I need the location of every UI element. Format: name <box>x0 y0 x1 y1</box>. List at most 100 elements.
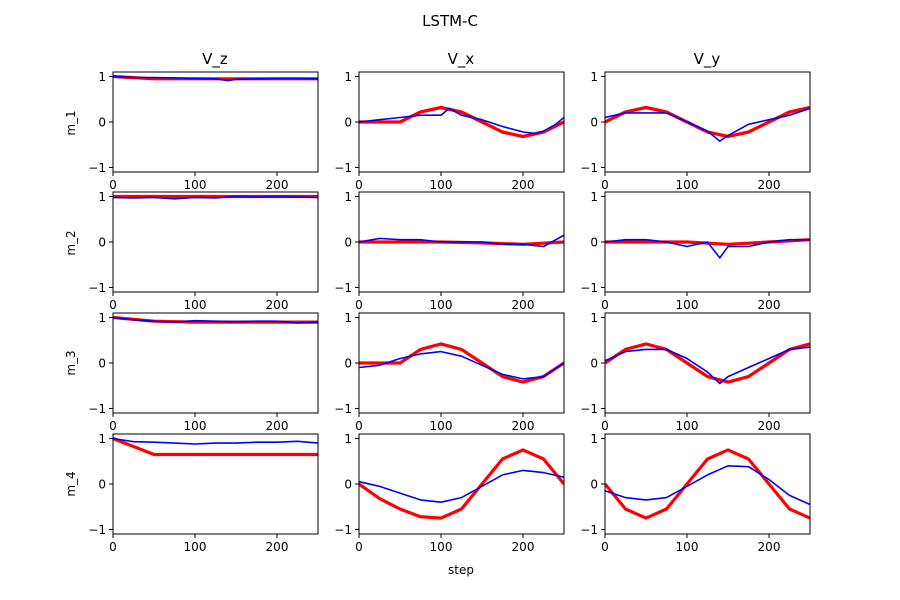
x-tick-label: 0 <box>355 419 363 433</box>
prediction-line <box>605 464 810 506</box>
x-tick-label: 0 <box>355 298 363 312</box>
column-title-vy: V_y <box>694 50 721 69</box>
y-tick-label: −1 <box>334 161 352 175</box>
x-tick-label: 200 <box>266 540 289 554</box>
x-tick-label: 0 <box>601 419 609 433</box>
row-label-m3: m_3 <box>64 350 78 375</box>
y-tick-label: 1 <box>344 70 352 84</box>
y-tick-label: 1 <box>98 311 106 325</box>
y-tick-label: 1 <box>590 432 598 446</box>
x-tick-label: 100 <box>430 540 453 554</box>
panel-m4-vy: 0 100 200−101 <box>580 432 811 554</box>
panel-m3-vy: 0 100 200−101 <box>580 311 811 433</box>
x-tick-label: 100 <box>676 178 699 192</box>
y-tick-label: 0 <box>98 236 106 250</box>
reference-line <box>359 448 564 520</box>
x-tick-label: 200 <box>512 298 535 312</box>
column-title-vz: V_z <box>202 50 228 69</box>
y-tick-label: 0 <box>590 478 598 492</box>
x-tick-label: 0 <box>109 419 117 433</box>
prediction-line <box>113 437 318 445</box>
x-tick-label: 200 <box>758 298 781 312</box>
prediction-line <box>359 234 564 248</box>
y-tick-label: −1 <box>334 281 352 295</box>
panel-m1-vx: 0 100 200−101 <box>334 70 565 192</box>
prediction-line <box>113 316 318 324</box>
x-tick-label: 200 <box>512 419 535 433</box>
panel-m3-vz: 0 100 200−101 <box>88 311 319 433</box>
prediction-line <box>359 469 564 504</box>
plot-area <box>605 434 810 534</box>
reference-line <box>113 437 318 457</box>
y-tick-label: 1 <box>98 70 106 84</box>
x-tick-label: 100 <box>676 540 699 554</box>
x-tick-label: 100 <box>676 298 699 312</box>
column-title-vx: V_x <box>448 50 475 69</box>
prediction-line <box>605 238 810 259</box>
y-tick-label: 1 <box>590 311 598 325</box>
y-tick-label: −1 <box>580 402 598 416</box>
x-tick-label: 100 <box>184 419 207 433</box>
prediction-line <box>359 107 564 135</box>
y-tick-label: 1 <box>590 190 598 204</box>
panel-m3-vx: 0 100 200−101 <box>334 311 565 433</box>
y-tick-label: −1 <box>88 161 106 175</box>
x-tick-label: 100 <box>184 540 207 554</box>
panel-m2-vy: 0 100 200−101 <box>580 190 811 312</box>
row-label-m4: m_4 <box>64 471 78 496</box>
y-tick-label: 1 <box>98 190 106 204</box>
y-tick-label: −1 <box>580 281 598 295</box>
x-axis-title: step <box>448 563 474 577</box>
x-tick-label: 100 <box>184 178 207 192</box>
x-tick-label: 100 <box>430 178 453 192</box>
x-tick-label: 0 <box>601 298 609 312</box>
y-tick-label: −1 <box>88 402 106 416</box>
x-tick-label: 0 <box>109 540 117 554</box>
figure-title: LSTM-C <box>422 12 478 30</box>
prediction-line <box>605 346 810 385</box>
x-tick-label: 200 <box>512 178 535 192</box>
y-tick-label: 0 <box>344 357 352 371</box>
x-tick-label: 200 <box>512 540 535 554</box>
y-tick-label: 1 <box>98 432 106 446</box>
plot-area <box>113 313 318 413</box>
x-tick-label: 100 <box>184 298 207 312</box>
reference-line <box>605 448 810 520</box>
plot-area <box>113 72 318 172</box>
y-tick-label: −1 <box>580 161 598 175</box>
y-tick-label: 0 <box>98 357 106 371</box>
row-label-m2: m_2 <box>64 230 78 255</box>
x-tick-label: 0 <box>355 540 363 554</box>
x-tick-label: 200 <box>758 540 781 554</box>
x-tick-label: 0 <box>601 540 609 554</box>
y-tick-label: 0 <box>98 116 106 130</box>
prediction-line <box>113 195 318 200</box>
y-tick-label: −1 <box>334 523 352 537</box>
prediction-line <box>113 75 318 82</box>
y-tick-label: 1 <box>590 70 598 84</box>
y-tick-label: 0 <box>98 478 106 492</box>
y-tick-label: 1 <box>344 432 352 446</box>
panel-m1-vy: 0 100 200−101 <box>580 70 811 192</box>
y-tick-label: 0 <box>590 116 598 130</box>
x-tick-label: 0 <box>109 178 117 192</box>
y-tick-label: −1 <box>334 402 352 416</box>
plot-area <box>605 313 810 413</box>
x-tick-label: 0 <box>601 178 609 192</box>
y-tick-label: 0 <box>344 478 352 492</box>
plot-area <box>113 192 318 292</box>
y-tick-label: 0 <box>590 236 598 250</box>
y-tick-label: −1 <box>580 523 598 537</box>
x-tick-label: 200 <box>266 178 289 192</box>
x-tick-label: 200 <box>266 419 289 433</box>
x-tick-label: 0 <box>109 298 117 312</box>
x-tick-label: 200 <box>758 419 781 433</box>
y-tick-label: 1 <box>344 311 352 325</box>
y-tick-label: −1 <box>88 281 106 295</box>
y-tick-label: −1 <box>88 523 106 537</box>
panel-m4-vx: 0 100 200−101 <box>334 432 565 554</box>
x-tick-label: 100 <box>676 419 699 433</box>
y-tick-label: 0 <box>344 116 352 130</box>
